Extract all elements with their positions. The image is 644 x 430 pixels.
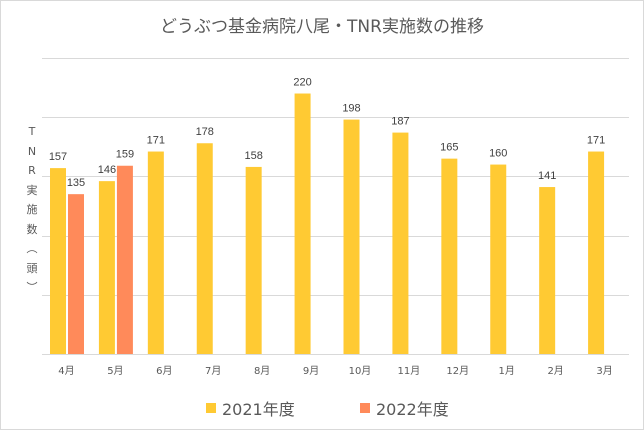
y-axis-label-char: ︵ — [26, 242, 38, 255]
legend-swatch-2021 — [206, 403, 216, 413]
legend-item-2021: 2021年度 — [206, 396, 295, 420]
y-axis-label-char: R — [28, 164, 36, 177]
x-tick-label: 12月 — [446, 365, 469, 377]
legend-item-2022: 2022年度 — [360, 396, 449, 420]
y-axis-label: T N R 実施数 ︵ 頭 ︶ — [22, 122, 42, 298]
bar-2021年度-10月 — [343, 119, 360, 355]
y-axis-label-char: 頭 — [26, 261, 38, 275]
x-tick-label: 1月 — [499, 365, 515, 377]
bar-2021年度-8月 — [245, 166, 262, 354]
y-axis-label-char: 実 — [26, 183, 38, 197]
x-tick-label: 8月 — [254, 365, 270, 377]
bar-2021年度-3月 — [588, 151, 605, 354]
y-axis-label-char: 施 — [26, 203, 38, 216]
x-tick-label: 7月 — [205, 365, 221, 377]
data-label: 198 — [342, 103, 360, 115]
y-axis-label-char: ︶ — [26, 281, 38, 294]
data-label: 160 — [489, 148, 507, 160]
bar-2022年度-4月 — [68, 194, 84, 354]
data-label: 141 — [538, 170, 556, 182]
x-tick-label: 10月 — [349, 365, 372, 377]
bar-2021年度-5月 — [98, 181, 115, 354]
bar-2021年度-6月 — [147, 151, 164, 354]
data-label: 171 — [587, 135, 605, 147]
bar-2021年度-11月 — [392, 132, 409, 354]
data-label: 158 — [244, 150, 262, 162]
x-tick-label: 5月 — [107, 365, 123, 377]
bar-2021年度-1月 — [490, 164, 507, 354]
x-tick-label: 9月 — [303, 365, 319, 377]
data-label: 187 — [391, 116, 409, 128]
y-axis-label-char: N — [27, 144, 37, 158]
data-label: 159 — [116, 149, 134, 161]
x-tick-label: 2月 — [547, 365, 563, 377]
data-label: 220 — [293, 77, 311, 89]
data-label: 135 — [67, 177, 85, 189]
legend-label-2021: 2021年度 — [222, 400, 295, 419]
x-tick-label: 6月 — [156, 365, 172, 377]
y-axis-label-char: 数 — [26, 222, 38, 236]
x-tick-label: 11月 — [398, 365, 421, 377]
legend-swatch-2022 — [360, 403, 370, 413]
bar-2021年度-12月 — [441, 158, 458, 354]
y-axis-label-char: T — [28, 125, 36, 138]
bar-2021年度-2月 — [539, 187, 556, 354]
bar-2022年度-5月 — [116, 165, 133, 354]
data-label: 157 — [49, 151, 67, 163]
x-tick-label: 3月 — [596, 365, 612, 377]
bar-2021年度-4月 — [50, 168, 66, 354]
bar-2021年度-9月 — [294, 93, 311, 355]
data-label: 178 — [196, 126, 214, 138]
data-label: 165 — [440, 142, 458, 154]
chart-title: どうぶつ基金病院八尾・TNR実施数の推移 — [160, 17, 484, 37]
x-tick-label: 4月 — [58, 365, 74, 377]
data-label: 171 — [147, 135, 165, 147]
legend-label-2022: 2022年度 — [376, 400, 449, 419]
data-label: 146 — [98, 164, 116, 176]
bar-2021年度-7月 — [196, 143, 213, 354]
